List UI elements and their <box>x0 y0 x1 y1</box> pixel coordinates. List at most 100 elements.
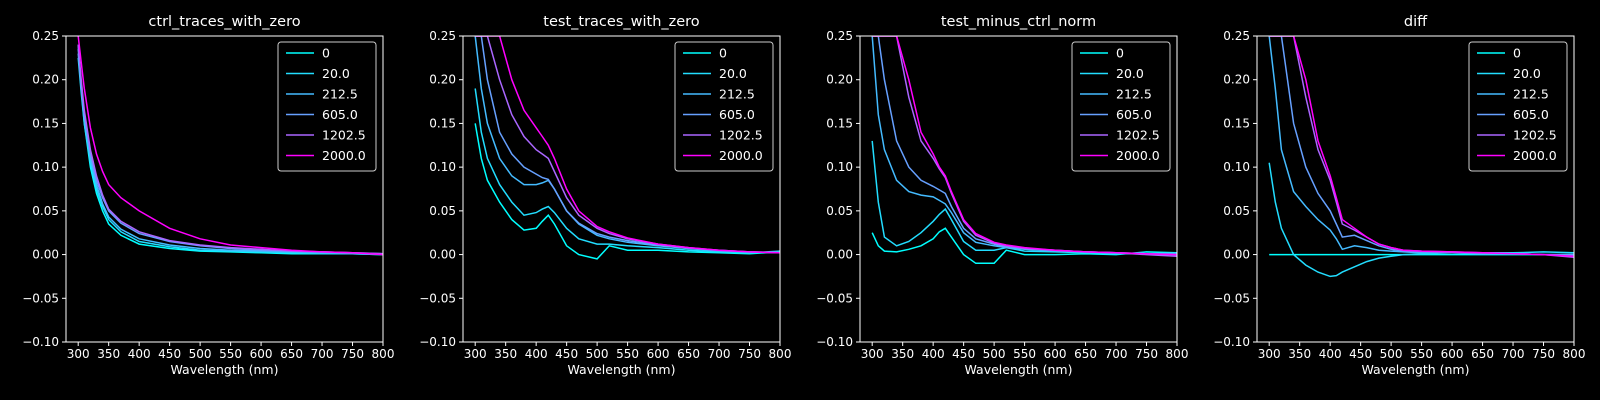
series-line-20-0 <box>871 140 1177 255</box>
y-tick-label: 0.20 <box>1223 73 1250 87</box>
x-tick-label: 600 <box>647 347 670 361</box>
chart-panel-2: 300 350 400 450 500 550 600 650 700 750 800 −0.10 −0… <box>419 14 791 377</box>
legend-label: 212.5 <box>1116 87 1152 102</box>
legend-label: 20.0 <box>322 66 350 81</box>
legend-label: 2000.0 <box>1513 148 1557 163</box>
x-tick-label: 350 <box>494 347 517 361</box>
x-tick-label: 350 <box>97 347 120 361</box>
plot-frame <box>462 35 781 343</box>
y-tick-label: 0.00 <box>826 248 853 262</box>
x-tick-label: 600 <box>1441 347 1464 361</box>
x-tick-label: 400 <box>128 347 151 361</box>
plot-frame <box>1256 35 1575 343</box>
plot-frame <box>65 35 384 343</box>
y-tick-label: 0.10 <box>32 160 59 174</box>
legend-label: 20.0 <box>719 66 747 81</box>
series-line-20-0 <box>474 88 780 254</box>
y-tick-label: 0.15 <box>32 116 59 130</box>
legend-label: 1202.5 <box>1513 128 1557 143</box>
x-tick-label: 300 <box>464 347 487 361</box>
legend-label: 1202.5 <box>719 128 763 143</box>
y-tick-label: 0.25 <box>826 29 853 43</box>
x-tick-label: 550 <box>616 347 639 361</box>
y-tick-label: 0.00 <box>32 248 59 262</box>
legend-label: 605.0 <box>1513 107 1549 122</box>
legend-label: 2000.0 <box>719 148 763 163</box>
x-tick-label: 550 <box>219 347 242 361</box>
x-tick-label: 650 <box>1074 347 1097 361</box>
chart-title: test_traces_with_zero <box>543 14 700 30</box>
y-tick-label: 0.20 <box>429 73 456 87</box>
series-line-2000-0 <box>77 36 383 256</box>
x-tick-label: 600 <box>1044 347 1067 361</box>
y-tick-label: 0.05 <box>1223 204 1250 218</box>
series-line-605-0 <box>1269 36 1574 256</box>
chart-title: test_minus_ctrl_norm <box>941 14 1096 30</box>
y-tick-label: −0.05 <box>22 291 59 305</box>
chart-panel-4: 300 350 400 450 500 550 600 650 700 750 800 −0.10 −0… <box>1213 14 1585 377</box>
x-tick-label: 550 <box>1013 347 1036 361</box>
legend-label: 1202.5 <box>1116 128 1160 143</box>
plot-frame <box>859 35 1178 343</box>
x-axis-label: Wavelength (nm) <box>965 362 1073 377</box>
legend-label: 0 <box>1513 46 1521 61</box>
legend-label: 605.0 <box>1116 107 1152 122</box>
x-tick-label: 500 <box>189 347 212 361</box>
x-tick-label: 750 <box>738 347 761 361</box>
series-line-2000-0 <box>475 36 780 254</box>
legend-label: 20.0 <box>1116 66 1144 81</box>
y-tick-label: 0.05 <box>429 204 456 218</box>
x-tick-label: 450 <box>555 347 578 361</box>
x-tick-label: 450 <box>1349 347 1372 361</box>
legend-label: 0 <box>719 46 727 61</box>
legend-label: 0 <box>1116 46 1124 61</box>
y-tick-label: 0.10 <box>429 160 456 174</box>
y-tick-label: 0.15 <box>826 116 853 130</box>
y-tick-label: 0.00 <box>429 248 456 262</box>
legend-label: 0 <box>322 46 330 61</box>
series-line-20-0 <box>1268 162 1574 278</box>
legend: 0 20.0 212.5 605.0 1202.5 2000.0 <box>277 41 377 172</box>
y-tick-label: 0.15 <box>1223 116 1250 130</box>
x-tick-label: 650 <box>280 347 303 361</box>
x-tick-label: 400 <box>1319 347 1342 361</box>
x-tick-label: 500 <box>586 347 609 361</box>
x-axis-label: Wavelength (nm) <box>1362 362 1470 377</box>
x-tick-label: 300 <box>861 347 884 361</box>
y-tick-label: 0.25 <box>429 29 456 43</box>
x-tick-label: 400 <box>525 347 548 361</box>
y-tick-label: 0.00 <box>1223 248 1250 262</box>
series-line-605-0 <box>475 36 780 254</box>
x-tick-label: 450 <box>158 347 181 361</box>
x-tick-label: 500 <box>983 347 1006 361</box>
x-tick-label: 500 <box>1380 347 1403 361</box>
x-axis-label: Wavelength (nm) <box>171 362 279 377</box>
y-tick-label: 0.15 <box>429 116 456 130</box>
chart-title: diff <box>1404 14 1428 30</box>
chart-title: ctrl_traces_with_zero <box>148 14 300 30</box>
x-tick-label: 800 <box>1166 347 1189 361</box>
legend-label: 20.0 <box>1513 66 1541 81</box>
legend-label: 212.5 <box>1513 87 1549 102</box>
x-tick-label: 750 <box>341 347 364 361</box>
x-tick-label: 300 <box>67 347 90 361</box>
x-tick-label: 750 <box>1532 347 1555 361</box>
y-tick-label: 0.25 <box>1223 29 1250 43</box>
legend-label: 1202.5 <box>322 128 366 143</box>
legend-label: 212.5 <box>322 87 358 102</box>
legend-label: 212.5 <box>719 87 755 102</box>
x-tick-label: 800 <box>1563 347 1586 361</box>
x-tick-label: 350 <box>891 347 914 361</box>
legend: 0 20.0 212.5 605.0 1202.5 2000.0 <box>674 41 774 172</box>
y-tick-label: 0.20 <box>32 73 59 87</box>
x-tick-label: 300 <box>1258 347 1281 361</box>
x-tick-label: 650 <box>1471 347 1494 361</box>
legend-label: 2000.0 <box>1116 148 1160 163</box>
y-tick-label: 0.05 <box>32 204 59 218</box>
y-tick-label: −0.05 <box>816 291 853 305</box>
y-tick-label: 0.25 <box>32 29 59 43</box>
chart-panel-3: 300 350 400 450 500 550 600 650 700 750 800 −0.10 −0… <box>816 14 1188 377</box>
x-tick-label: 750 <box>1135 347 1158 361</box>
x-tick-label: 800 <box>372 347 395 361</box>
